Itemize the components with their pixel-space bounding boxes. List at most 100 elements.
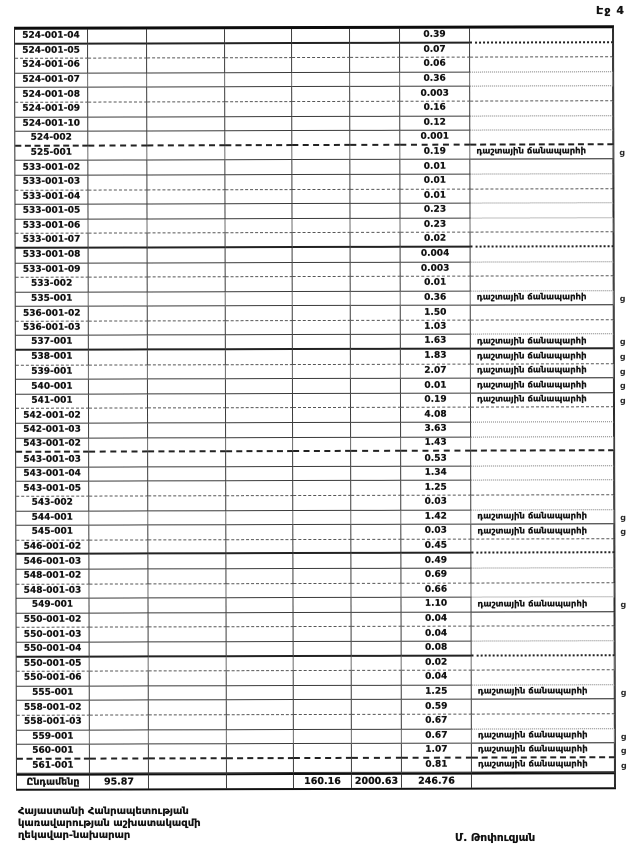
value-cell: 0.06 [400, 57, 471, 73]
value-cell: 0.07 [400, 43, 471, 58]
empty-cell [226, 641, 294, 657]
value-cell: 0.67 [401, 714, 472, 730]
code-cell: 533-001-08 [15, 248, 89, 264]
empty-cell [88, 248, 148, 264]
empty-cell [225, 393, 294, 409]
empty-cell [88, 350, 148, 366]
empty-cell [350, 364, 401, 380]
empty-cell [89, 729, 149, 745]
value-cell: 4.08 [401, 408, 472, 423]
value-cell: 1.34 [401, 466, 472, 482]
empty-cell [147, 321, 226, 336]
empty-cell [292, 320, 351, 336]
empty-cell [293, 598, 352, 613]
table-row: 550-001-06 0.04 [16, 670, 615, 687]
empty-cell [350, 57, 401, 73]
margin-mark: ց [619, 352, 626, 362]
empty-cell [88, 335, 148, 351]
empty-cell [351, 729, 402, 744]
empty-cell [148, 598, 227, 614]
empty-cell [89, 583, 149, 599]
empty-cell [148, 467, 227, 482]
table-row: 560-001 1.07 դաշտային ճանապարհի ց [16, 743, 626, 760]
empty-cell [226, 554, 294, 570]
empty-cell [293, 437, 352, 453]
table-row: 533-001-04 0.01 [15, 188, 614, 205]
empty-cell [226, 627, 294, 643]
code-cell: 536-001-03 [15, 321, 89, 337]
table-row: 543-001-05 1.25 [16, 480, 615, 497]
empty-cell [226, 496, 294, 511]
table-row: 535-001 0.36 դաշտային ճանապարհի ց [15, 290, 625, 308]
margin-mark: ց [619, 396, 626, 406]
empty-cell [350, 262, 401, 277]
empty-cell [88, 233, 148, 249]
value-cell: 1.25 [401, 480, 472, 496]
table-row: 550-001-02 0.04 [16, 611, 615, 629]
code-cell: 533-001-07 [15, 233, 89, 249]
code-cell: 558-001-02 [16, 700, 90, 716]
empty-cell [292, 43, 351, 59]
code-cell: 535-001 [15, 292, 89, 308]
empty-cell [292, 160, 351, 175]
empty-cell [351, 495, 402, 511]
empty-cell [147, 379, 226, 395]
empty-cell [226, 671, 294, 686]
empty-cell [351, 743, 402, 759]
empty-cell [225, 204, 293, 219]
empty-cell [147, 87, 226, 103]
margin-mark: ց [620, 731, 627, 741]
empty-cell [88, 146, 148, 161]
margin-mark: ց [620, 760, 627, 770]
code-cell: 550-001-03 [16, 627, 90, 643]
value-cell: 246.76 [401, 772, 472, 788]
empty-cell [226, 758, 294, 774]
code-cell: 543-002 [16, 496, 90, 512]
code-cell: 533-002 [15, 277, 89, 293]
value-cell: 1.50 [400, 305, 471, 321]
empty-cell [148, 744, 227, 760]
empty-cell [351, 510, 402, 526]
value-cell: 0.23 [400, 218, 471, 234]
empty-cell [351, 700, 402, 715]
code-cell: 550-001-04 [16, 642, 90, 658]
empty-cell [148, 758, 227, 774]
note-cell: դաշտային ճանապարհի [471, 743, 615, 759]
empty-cell [350, 72, 401, 88]
note-cell [471, 699, 615, 715]
empty-cell [225, 131, 293, 146]
code-cell: 543-001-05 [16, 481, 90, 497]
table-row: 524-001-06 0.06 [15, 57, 614, 74]
empty-cell [147, 335, 226, 351]
value-cell: 1.03 [400, 320, 471, 336]
empty-cell [225, 364, 293, 380]
empty-cell [89, 423, 149, 439]
table-row: 540-001 0.01 դաշտային ճանապարհի ց [15, 378, 625, 395]
note-cell: դաշտային ճանապարհի [470, 144, 614, 160]
empty-cell [350, 43, 401, 59]
empty-cell [148, 773, 227, 789]
empty-cell [88, 117, 148, 132]
empty-cell [293, 568, 352, 584]
empty-cell [293, 554, 352, 570]
empty-cell [350, 203, 401, 219]
footer-office-block: Հայաստանի Հանրապետության կառավարության ա… [18, 806, 201, 842]
empty-cell [88, 44, 148, 59]
footer-line-2: կառավարության աշխատակազմի [18, 818, 201, 829]
empty-cell [292, 131, 351, 146]
table-row: 546-001-03 0.49 [16, 553, 615, 570]
empty-cell [351, 714, 402, 730]
value-cell: 0.36 [400, 72, 471, 88]
code-cell: 536-001-02 [15, 306, 89, 322]
code-cell: 533-001-03 [15, 175, 89, 191]
code-cell: 543-001-04 [16, 467, 90, 483]
empty-cell [350, 349, 401, 365]
code-cell: 550-001-06 [16, 671, 90, 687]
value-cell: 0.01 [400, 378, 471, 394]
empty-cell [351, 627, 402, 642]
empty-cell [292, 349, 351, 365]
table-row: 536-001-02 1.50 [15, 305, 614, 322]
empty-cell [293, 656, 352, 672]
note-cell: դաշտային ճանապարհի [471, 509, 615, 525]
empty-cell [293, 612, 352, 628]
